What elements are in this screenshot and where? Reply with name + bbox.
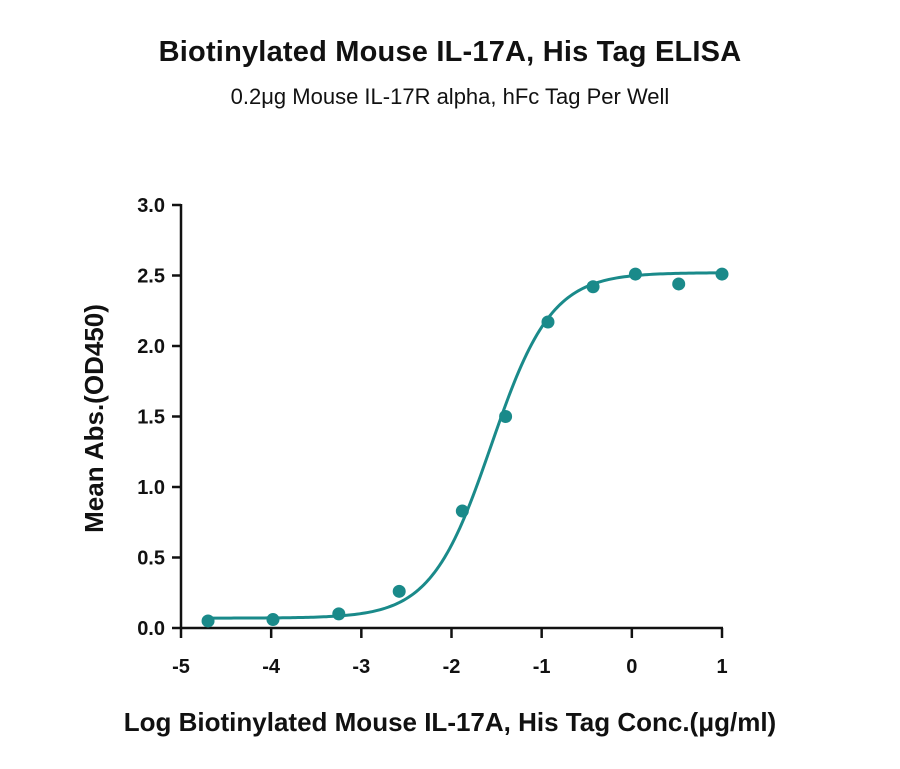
- x-ticks: -5 -4 -3 -2 -1 0 1: [172, 628, 728, 678]
- x-tick-label: 1: [716, 656, 727, 678]
- data-point: [332, 607, 346, 621]
- data-points: [201, 267, 729, 628]
- data-point: [715, 267, 729, 281]
- data-point: [541, 315, 555, 329]
- y-tick-label: 1.5: [137, 407, 165, 429]
- fit-curve: [208, 271, 723, 620]
- y-axis-title: Mean Abs.(OD450): [79, 304, 109, 533]
- y-ticks: 0.0 0.5 1.0 1.5 2.0 2.5 3.0: [137, 195, 181, 640]
- y-tick-label: 3.0: [137, 195, 165, 217]
- x-tick-label: -2: [443, 656, 461, 678]
- y-tick-label: 0.5: [137, 548, 165, 570]
- data-point: [392, 584, 406, 598]
- data-point: [455, 504, 469, 518]
- x-tick-label: -3: [352, 656, 370, 678]
- y-tick-label: 1.0: [137, 477, 165, 499]
- data-point: [586, 280, 600, 294]
- x-tick-label: -4: [262, 656, 281, 678]
- y-tick-label: 0.0: [137, 618, 165, 640]
- x-axis-title: Log Biotinylated Mouse IL-17A, His Tag C…: [124, 707, 776, 737]
- chart-subtitle: 0.2μg Mouse IL-17R alpha, hFc Tag Per We…: [230, 84, 670, 109]
- x-tick-label: 0: [626, 656, 637, 678]
- x-tick-label: -1: [533, 656, 551, 678]
- axes: [179, 204, 723, 630]
- data-point: [201, 614, 215, 628]
- data-point: [499, 410, 513, 423]
- chart-title: Biotinylated Mouse IL-17A, His Tag ELISA: [158, 36, 742, 68]
- data-point: [672, 277, 686, 291]
- y-tick-label: 2.5: [137, 266, 165, 288]
- data-point: [266, 613, 280, 627]
- data-point: [628, 267, 642, 281]
- x-tick-label: -5: [172, 656, 190, 678]
- y-tick-label: 2.0: [137, 336, 165, 358]
